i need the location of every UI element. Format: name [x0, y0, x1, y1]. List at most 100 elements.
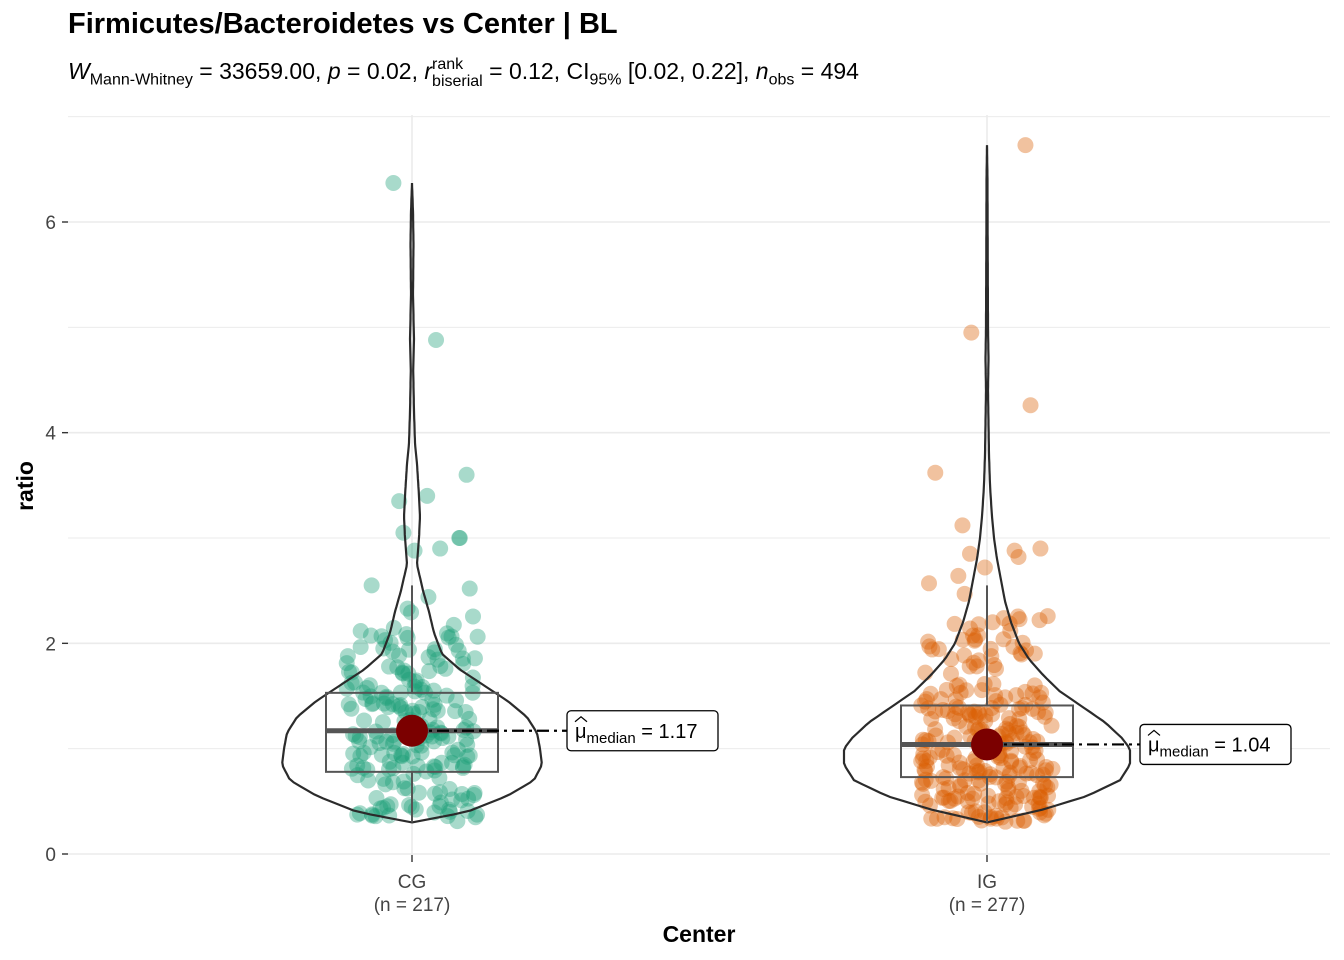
data-point	[377, 776, 394, 793]
data-point	[382, 796, 399, 813]
data-point	[340, 696, 357, 713]
data-point	[946, 729, 963, 746]
data-point	[958, 718, 975, 735]
data-point	[345, 745, 362, 762]
data-point	[949, 788, 966, 805]
data-point	[426, 758, 443, 775]
data-point	[394, 754, 411, 771]
data-point	[951, 754, 968, 771]
data-point	[948, 677, 965, 694]
data-point	[1034, 694, 1051, 711]
data-point	[921, 749, 938, 766]
data-point	[1031, 612, 1048, 629]
data-point	[914, 787, 931, 804]
data-point	[432, 794, 449, 811]
data-point	[448, 692, 465, 709]
data-point	[1036, 807, 1053, 824]
data-point	[1036, 777, 1053, 794]
data-point	[451, 530, 468, 546]
data-point	[451, 530, 468, 546]
data-point	[1001, 716, 1018, 733]
data-point	[1022, 397, 1039, 414]
data-point	[409, 757, 426, 774]
chart-subtitle: WMann-Whitney = 33659.00, p = 0.02, r ran…	[68, 56, 859, 90]
data-point	[1002, 799, 1019, 816]
data-point	[1014, 699, 1031, 716]
data-point	[405, 765, 422, 782]
data-point	[1034, 766, 1051, 783]
data-point	[980, 787, 997, 804]
data-point	[393, 747, 410, 764]
data-point	[394, 664, 411, 681]
chart-title: Firmicutes/Bacteroidetes vs Center | BL	[68, 8, 618, 40]
subtitle-ci-label: CI	[566, 58, 590, 85]
data-point	[1024, 685, 1041, 702]
data-point	[1012, 758, 1029, 775]
data-point	[986, 657, 1003, 674]
data-point	[927, 464, 944, 481]
y-tick-label: 6	[45, 213, 56, 234]
data-point	[1015, 812, 1032, 829]
data-point	[923, 810, 940, 827]
data-point	[453, 792, 470, 809]
median-label: μmedian = 1.04	[1148, 734, 1270, 760]
data-point	[927, 703, 944, 720]
data-point	[461, 710, 478, 727]
data-point	[924, 641, 941, 658]
data-point	[947, 691, 964, 708]
data-point	[1011, 611, 1028, 628]
data-point	[380, 761, 397, 778]
data-point	[1008, 725, 1025, 742]
subtitle-n-sub: obs	[768, 71, 795, 89]
data-point	[375, 695, 392, 712]
data-point	[1011, 759, 1028, 776]
subtitle-p-label: p	[327, 58, 341, 85]
data-point	[976, 762, 993, 779]
data-point	[1023, 765, 1040, 782]
data-point	[1031, 788, 1048, 805]
data-point	[917, 763, 934, 780]
data-point	[364, 695, 381, 712]
data-point	[938, 747, 955, 764]
data-point	[413, 681, 430, 698]
data-point	[976, 559, 993, 576]
data-point	[985, 676, 1002, 693]
data-point	[940, 792, 957, 809]
data-point	[952, 776, 969, 793]
x-tick-count: (n = 217)	[374, 895, 451, 916]
data-point	[459, 736, 476, 753]
data-point	[995, 631, 1012, 648]
data-point	[373, 746, 390, 763]
median-markers: μmedian = 1.17 μmedian = 1.04	[396, 710, 1292, 766]
data-point	[425, 701, 442, 718]
data-point	[414, 698, 431, 715]
data-point	[426, 762, 443, 779]
data-point	[1040, 787, 1057, 804]
median-label: μmedian = 1.17	[575, 721, 697, 747]
data-point	[352, 623, 369, 640]
data-point	[955, 761, 972, 778]
data-point	[1033, 684, 1050, 701]
data-point	[920, 633, 937, 650]
data-point	[395, 773, 412, 790]
data-point	[395, 746, 412, 763]
data-point	[1042, 776, 1059, 793]
subtitle-ci-sub: 95%	[589, 71, 622, 89]
data-point	[392, 697, 409, 714]
data-point	[1017, 683, 1034, 700]
data-point	[950, 699, 967, 716]
data-point	[984, 614, 1001, 631]
data-point	[433, 754, 450, 771]
data-point	[454, 650, 471, 667]
data-point	[921, 575, 938, 592]
data-point	[384, 774, 401, 791]
data-point	[441, 781, 458, 798]
data-point	[1026, 677, 1043, 694]
data-point	[951, 713, 968, 730]
data-point	[434, 730, 451, 747]
data-point	[914, 750, 931, 767]
data-point	[343, 700, 360, 717]
data-point	[389, 659, 406, 676]
data-point	[1036, 708, 1053, 725]
x-tick-count: (n = 277)	[949, 895, 1026, 916]
